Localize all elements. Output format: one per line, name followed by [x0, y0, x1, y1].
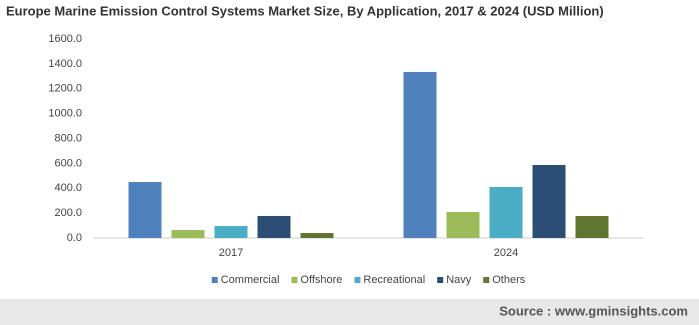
x-tick-label: 2024 [494, 247, 518, 259]
y-tick-label: 1600.0 [48, 33, 82, 45]
source: Source : www.gminsights.com [499, 303, 688, 318]
bar [300, 233, 334, 238]
legend-label: Others [492, 274, 526, 286]
y-tick-label: 0.0 [67, 232, 82, 244]
bar [128, 182, 162, 238]
legend-swatch [437, 277, 444, 283]
y-tick-label: 1000.0 [48, 108, 82, 120]
legend-label: Navy [446, 274, 472, 286]
legend-swatch [483, 277, 490, 283]
bar [532, 164, 566, 238]
legend-swatch [211, 277, 218, 283]
y-tick-label: 1200.0 [48, 83, 82, 95]
legend-swatch [291, 277, 298, 283]
chart-title: Europe Marine Emission Control Systems M… [6, 3, 604, 18]
legend-label: Recreational [363, 274, 425, 286]
y-tick-label: 1400.0 [48, 58, 82, 70]
x-tick-label: 2017 [219, 247, 243, 259]
bar [489, 187, 523, 238]
legend-label: Offshore [300, 274, 342, 286]
y-tick-label: 400.0 [54, 182, 82, 194]
bar [446, 212, 480, 238]
y-tick-label: 600.0 [54, 157, 82, 169]
bar [403, 71, 437, 238]
legend-swatch [354, 277, 361, 283]
bar [214, 226, 248, 238]
bar [171, 230, 205, 238]
bar [575, 215, 609, 238]
source-band [0, 299, 699, 325]
bar [257, 215, 291, 238]
y-tick-label: 200.0 [54, 207, 82, 219]
y-tick-label: 800.0 [54, 132, 82, 144]
legend-label: Commercial [221, 274, 280, 286]
